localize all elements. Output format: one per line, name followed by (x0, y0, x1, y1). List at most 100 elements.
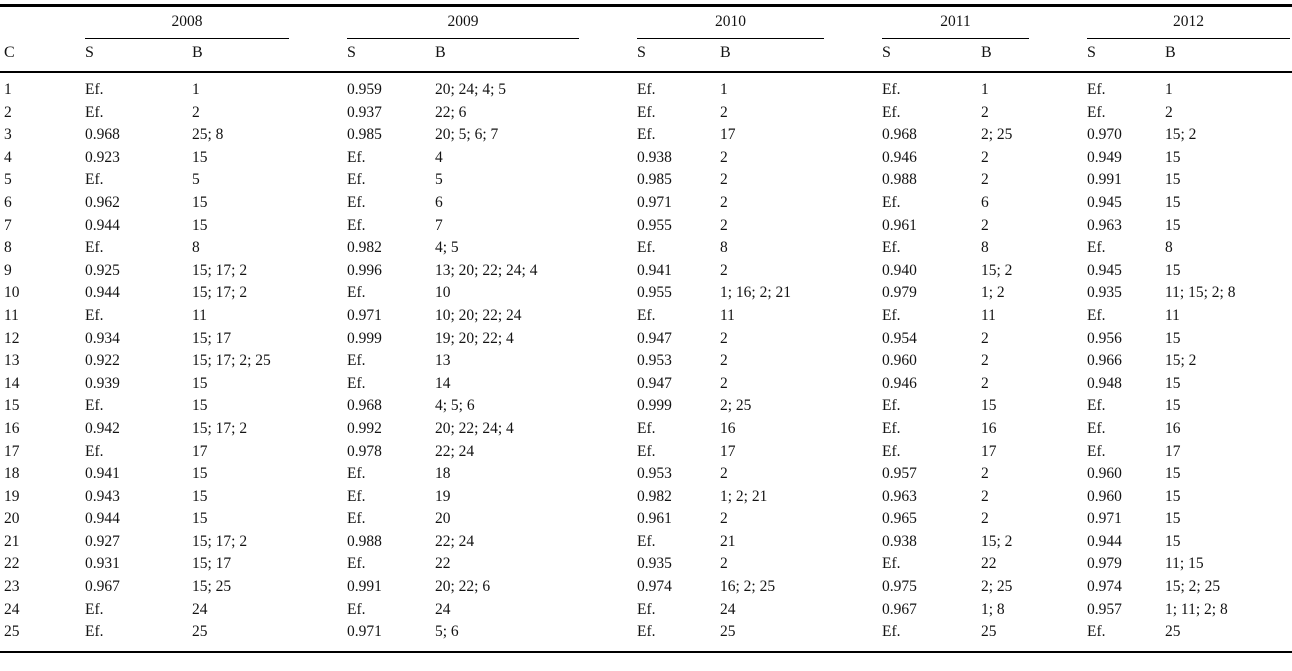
benchmark-cell: 4 (435, 148, 443, 166)
benchmark-cell: 17 (981, 442, 997, 460)
unit-number-cell: 23 (4, 578, 20, 596)
score-cell: Ef. (347, 148, 366, 166)
score-cell: 0.991 (1087, 171, 1122, 189)
score-cell: 0.956 (1087, 329, 1122, 347)
score-cell: 0.949 (1087, 148, 1122, 166)
table-row: 23 0.967 15; 25 0.991 20; 22; 6 0.974 16; 2; 2… (0, 576, 1292, 599)
score-cell: Ef. (85, 171, 104, 189)
score-cell: 0.978 (347, 442, 382, 460)
benchmark-cell: 15 (1165, 510, 1181, 528)
benchmark-cell: 2 (981, 352, 989, 370)
score-cell: 0.963 (1087, 216, 1122, 234)
table-row: 15 Ef. 15 0.968 4; 5; 6 0.999 2; 25 Ef. 15 Ef. 15 (0, 395, 1292, 418)
benchmark-cell: 10 (435, 284, 451, 302)
column-header-s-2010: S (637, 39, 720, 73)
unit-number-cell: 25 (4, 623, 20, 641)
score-cell: 0.966 (1087, 352, 1122, 370)
benchmark-cell: 15; 17; 2 (192, 532, 248, 550)
column-header-s-2008: S (85, 39, 192, 73)
table-row: 13 0.922 15; 17; 2; 25 Ef. 13 0.953 2 0.960 2 0.9… (0, 350, 1292, 373)
score-cell: Ef. (347, 352, 366, 370)
score-cell: 0.953 (637, 352, 672, 370)
score-cell: 0.961 (637, 510, 672, 528)
score-cell: 0.931 (85, 555, 120, 573)
table-row: 11 Ef. 11 0.971 10; 20; 22; 24 Ef. 11 Ef. 11 Ef. 1… (0, 305, 1292, 328)
score-cell: Ef. (637, 532, 656, 550)
score-cell: 0.953 (637, 465, 672, 483)
benchmark-cell: 25 (720, 623, 736, 641)
unit-number-cell: 22 (4, 555, 20, 573)
score-cell: Ef. (347, 600, 366, 618)
benchmark-cell: 2 (720, 465, 728, 483)
score-cell: 0.985 (637, 171, 672, 189)
score-cell: Ef. (637, 600, 656, 618)
benchmark-cell: 2 (981, 510, 989, 528)
benchmark-cell: 20 (435, 510, 451, 528)
score-cell: Ef. (882, 419, 901, 437)
unit-number-cell: 5 (4, 171, 12, 189)
table-row: 20 0.944 15 Ef. 20 0.961 2 0.965 2 0.971 15 (0, 508, 1292, 531)
score-cell: 0.963 (882, 487, 917, 505)
benchmark-cell: 15 (981, 397, 997, 415)
benchmark-cell: 15 (1165, 261, 1181, 279)
year-header-row: 2008 2009 2010 2011 2012 (0, 6, 1292, 40)
score-cell: 0.935 (637, 555, 672, 573)
benchmark-cell: 2 (720, 510, 728, 528)
score-cell: Ef. (347, 193, 366, 211)
column-header-b-2010: B (720, 39, 882, 73)
benchmark-cell: 11; 15 (1165, 555, 1204, 573)
benchmark-cell: 15 (192, 193, 208, 211)
benchmark-cell: 24 (192, 600, 208, 618)
table-row: 24 Ef. 24 Ef. 24 Ef. 24 0.967 1; 8 0.957 1; 11; 2;… (0, 599, 1292, 622)
corner-spacer (0, 6, 85, 40)
score-cell: 0.967 (882, 600, 917, 618)
unit-number-cell: 20 (4, 510, 20, 528)
benchmark-cell: 11 (192, 306, 207, 324)
score-cell: 0.968 (882, 126, 917, 144)
score-cell: Ef. (1087, 419, 1106, 437)
score-cell: Ef. (85, 306, 104, 324)
score-cell: 0.955 (637, 216, 672, 234)
column-header-b-2008: B (192, 39, 347, 73)
score-cell: Ef. (85, 600, 104, 618)
table-row: 1 Ef. 1 0.959 20; 24; 4; 5 Ef. 1 Ef. 1 Ef. 1 (0, 72, 1292, 102)
score-cell: Ef. (637, 126, 656, 144)
benchmark-cell: 18 (435, 465, 451, 483)
benchmark-cell: 20; 24; 4; 5 (435, 81, 507, 98)
score-cell: 0.939 (85, 374, 120, 392)
score-cell: 0.955 (637, 284, 672, 302)
benchmark-cell: 19; 20; 22; 4 (435, 329, 514, 347)
table-row: 14 0.939 15 Ef. 14 0.947 2 0.946 2 0.948 15 (0, 373, 1292, 396)
benchmark-cell: 15 (192, 148, 208, 166)
benchmark-cell: 25 (192, 623, 208, 641)
score-cell: 0.962 (85, 193, 120, 211)
benchmark-cell: 2 (720, 555, 728, 573)
score-cell: Ef. (85, 81, 104, 98)
benchmark-cell: 1; 2; 21 (720, 487, 768, 505)
score-cell: 0.925 (85, 261, 120, 279)
benchmark-cell: 2; 25 (720, 397, 752, 415)
table-row: 19 0.943 15 Ef. 19 0.982 1; 2; 21 0.963 2 0.960 15 (0, 486, 1292, 509)
benchmark-cell: 17 (720, 442, 736, 460)
unit-number-cell: 17 (4, 442, 20, 460)
benchmark-cell: 15 (1165, 171, 1181, 189)
score-cell: Ef. (347, 216, 366, 234)
unit-number-cell: 7 (4, 216, 12, 234)
benchmark-cell: 22; 6 (435, 103, 467, 121)
score-cell: 0.959 (347, 81, 382, 98)
year-label: 2011 (940, 13, 971, 30)
benchmark-cell: 20; 5; 6; 7 (435, 126, 499, 144)
benchmark-cell: 2 (720, 261, 728, 279)
benchmark-cell: 1; 2 (981, 284, 1005, 302)
score-cell: 0.971 (347, 306, 382, 324)
score-cell: 0.992 (347, 419, 382, 437)
score-cell: 0.982 (347, 239, 382, 257)
score-cell: 0.945 (1087, 193, 1122, 211)
benchmark-cell: 15; 17; 2 (192, 284, 248, 302)
column-header-b-2009: B (435, 39, 637, 73)
benchmark-cell: 21 (720, 532, 736, 550)
benchmark-cell: 16; 2; 25 (720, 578, 776, 596)
benchmark-cell: 15; 17; 2; 25 (192, 352, 271, 370)
unit-number-cell: 24 (4, 600, 20, 618)
column-header-c: C (0, 39, 85, 73)
